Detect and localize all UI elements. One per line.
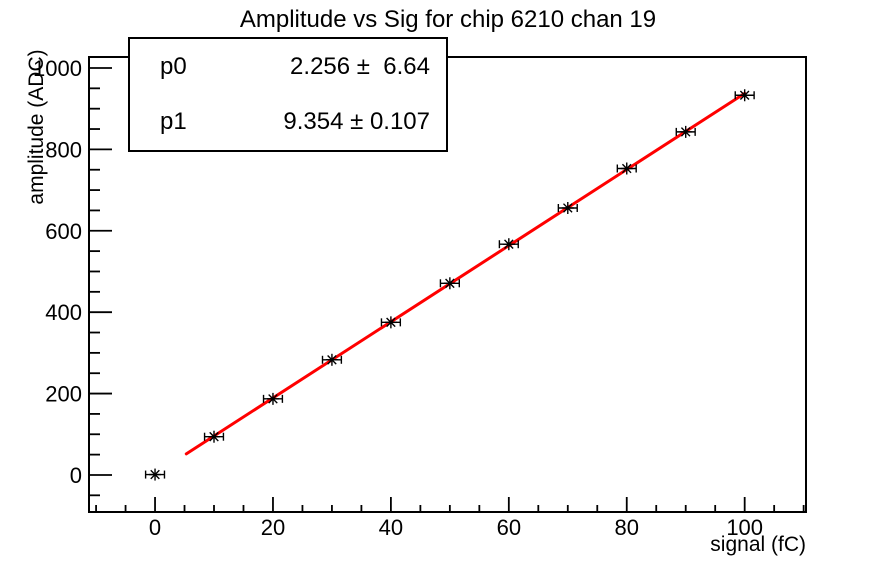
data-point-marker xyxy=(504,239,514,250)
fit-stats-box: p0 2.256 ± 6.64 p1 9.354 ± 0.107 xyxy=(128,37,448,152)
data-point-marker xyxy=(327,354,337,365)
stat-param-name-p0: p0 xyxy=(160,52,187,80)
data-point-marker xyxy=(445,278,455,289)
data-point-marker xyxy=(150,469,160,480)
stats-row-p1: p1 9.354 ± 0.107 xyxy=(130,95,446,151)
x-tick-label: 40 xyxy=(379,515,403,540)
data-point-marker xyxy=(209,431,219,442)
y-tick-label: 1000 xyxy=(33,56,82,81)
data-point-marker xyxy=(562,203,573,213)
y-tick-label: 0 xyxy=(70,463,82,488)
x-axis-title: signal (fC) xyxy=(710,533,806,556)
y-tick-label: 200 xyxy=(45,382,82,407)
stats-row-p0: p0 2.256 ± 6.64 xyxy=(130,39,446,95)
x-tick-label: 60 xyxy=(497,515,521,540)
stat-param-value-p0: 2.256 ± 6.64 xyxy=(290,52,430,80)
plot-title: Amplitude vs Sig for chip 6210 chan 19 xyxy=(239,6,657,33)
data-point-marker xyxy=(268,394,278,404)
x-tick-label: 80 xyxy=(615,515,639,540)
data-point-marker xyxy=(386,317,396,328)
stat-param-value-p1: 9.354 ± 0.107 xyxy=(283,108,430,136)
data-point-marker xyxy=(680,127,691,137)
y-tick-label: 400 xyxy=(45,300,82,325)
y-tick-label: 600 xyxy=(45,219,82,244)
x-tick-label: 20 xyxy=(261,515,285,540)
x-tick-label: 0 xyxy=(149,515,161,540)
x-tick-label: 100 xyxy=(726,515,763,540)
y-axis-title: amplitude (ADC) xyxy=(25,49,48,205)
fit-line xyxy=(184,91,747,456)
stat-param-name-p1: p1 xyxy=(160,108,187,136)
data-point-marker xyxy=(621,163,632,174)
y-tick-label: 800 xyxy=(45,137,82,162)
data-point-marker xyxy=(739,90,750,101)
